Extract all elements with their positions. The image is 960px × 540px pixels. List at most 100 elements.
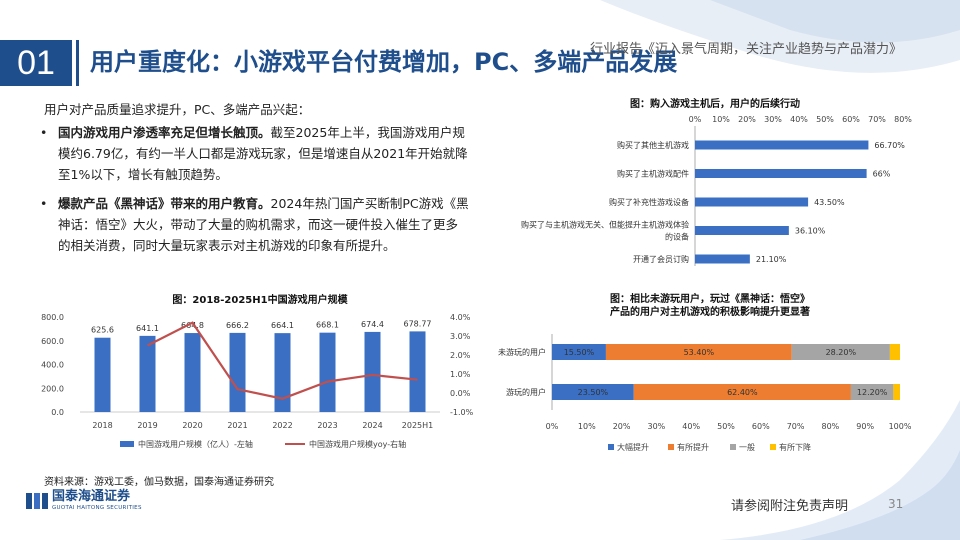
section-divider — [76, 40, 79, 86]
x-tick-label: 0% — [546, 422, 559, 431]
legend-swatch — [730, 444, 736, 450]
x-tick-label: 0% — [689, 115, 702, 124]
bullet-marker: • — [40, 125, 48, 140]
disclaimer-link[interactable]: 请参阅附注免责声明 — [731, 499, 849, 514]
data-label: 28.20% — [826, 348, 857, 357]
chart-title-line: 产品的用户对主机游戏的积极影响提升更显著 — [610, 307, 810, 318]
x-tick-label: 80% — [894, 115, 912, 124]
x-tick-label: 2019 — [137, 421, 157, 430]
y-left-tick-label: 800.0 — [41, 313, 64, 322]
bar — [274, 333, 291, 412]
page-number: 31 — [888, 497, 904, 511]
x-tick-label: 20% — [613, 422, 631, 431]
x-tick-label: 40% — [682, 422, 700, 431]
y-right-tick-label: 0.0% — [450, 389, 471, 398]
category-label: 未游玩的用户 — [498, 347, 546, 357]
data-label: 674.4 — [361, 320, 384, 329]
data-label: 36.10% — [795, 227, 826, 236]
x-tick-label: 70% — [787, 422, 805, 431]
x-tick-label: 60% — [752, 422, 770, 431]
data-label: 66.70% — [874, 141, 905, 150]
console-actions-chart: 0% 10% 20% 30% 40% 50% 60% 70% 80% 66.70% 购买了其他主机游… — [521, 115, 912, 266]
bar — [319, 332, 336, 412]
source-note: 资料来源：游戏工委，伽马数据，国泰海通证券研究 — [44, 477, 274, 488]
report-banner: 行业报告《迈入景气周期，关注产业趋势与产品潜力》 — [590, 42, 903, 57]
x-tick-label: 30% — [648, 422, 666, 431]
black-myth-impact-chart: 未游玩的用户 15.50% 53.40% 28.20% 游玩的用户 23.50% 62.40… — [498, 334, 912, 452]
bar — [94, 337, 111, 412]
chart-title-console-actions: 图：购入游戏主机后，用户的后续行动 — [630, 99, 800, 110]
y-left-tick-label: 200.0 — [41, 384, 64, 393]
legend-swatch — [770, 444, 776, 450]
legend-label: 一般 — [739, 442, 755, 452]
y-right-tick-label: 1.0% — [450, 370, 471, 379]
bullet-heading: 国内游戏用户渗透率充足但增长触顶。 — [58, 125, 271, 140]
data-label: 43.50% — [814, 198, 845, 207]
bar — [229, 332, 246, 412]
chart-title-line: 图：相比未游玩用户，玩过《黑神话：悟空》 — [610, 294, 810, 305]
bullet-item: • 国内游戏用户渗透率充足但增长触顶。截至2025年上半，我国游戏用户规模约6.… — [40, 122, 470, 185]
intro-text: 用户对产品质量追求提升，PC、多端产品兴起： — [44, 102, 311, 117]
data-label: 678.77 — [404, 319, 432, 328]
bar-segment — [552, 344, 606, 360]
x-tick-label: 90% — [856, 422, 874, 431]
x-tick-label: 2024 — [362, 421, 382, 430]
legend-swatch — [668, 444, 674, 450]
data-label: 21.10% — [756, 255, 787, 264]
x-tick-label: 2025H1 — [402, 421, 433, 430]
x-tick-label: 10% — [712, 115, 730, 124]
bar — [695, 197, 809, 207]
bar-segment — [850, 384, 894, 400]
bar — [695, 140, 869, 150]
legend-swatch — [120, 441, 134, 447]
y-right-tick-label: 3.0% — [450, 332, 471, 341]
bar — [695, 169, 867, 178]
y-right-tick-label: 2.0% — [450, 351, 471, 360]
x-tick-label: 30% — [764, 115, 782, 124]
bullet-text: 2024年热门国产买断制PC游戏《黑神话：悟空》大火，带动了大量的购机需求，而这… — [58, 196, 469, 253]
x-tick-label: 50% — [717, 422, 735, 431]
x-tick-label: 20% — [738, 115, 756, 124]
legend-label: 有所下降 — [779, 442, 811, 452]
bar — [364, 331, 381, 412]
bar-segment — [791, 344, 890, 360]
legend-label: 中国游戏用户规模yoy-右轴 — [309, 439, 406, 449]
y-left-tick-label: 0.0 — [51, 408, 64, 417]
x-tick-label: 2021 — [227, 421, 247, 430]
y-left-tick-label: 400.0 — [41, 361, 64, 370]
x-tick-label: 2023 — [317, 421, 337, 430]
category-label: 的设备 — [665, 232, 689, 242]
logo-name-cn: 国泰海通证券 — [52, 489, 131, 504]
x-tick-label: 2020 — [182, 421, 202, 430]
category-label: 开通了会员订购 — [633, 254, 689, 264]
category-label: 游玩的用户 — [506, 387, 546, 397]
data-label: 625.6 — [91, 326, 114, 335]
bar — [695, 226, 789, 235]
bar — [409, 331, 426, 412]
bar — [184, 333, 201, 412]
x-tick-label: 70% — [868, 115, 886, 124]
chart-title-black-myth: 图：相比未游玩用户，玩过《黑神话：悟空》 产品的用户对主机游戏的积极影响提升更显… — [560, 293, 860, 319]
data-label: 668.1 — [316, 321, 339, 330]
logo-icon — [26, 493, 48, 509]
x-tick-label: 100% — [889, 422, 912, 431]
bullet-marker: • — [40, 196, 48, 211]
data-label: 66% — [873, 170, 891, 179]
legend-label: 中国游戏用户规模（亿人）-左轴 — [138, 439, 253, 449]
x-tick-label: 40% — [790, 115, 808, 124]
yoy-line — [147, 321, 418, 400]
x-tick-label: 10% — [578, 422, 596, 431]
legend-label: 有所提升 — [677, 442, 709, 452]
category-label: 购买了补充性游戏设备 — [609, 197, 689, 207]
data-label: 664.1 — [271, 321, 294, 330]
category-label: 购买了主机游戏配件 — [617, 169, 689, 179]
bar-segment — [633, 384, 851, 400]
x-tick-label: 60% — [842, 115, 860, 124]
data-label: 666.2 — [226, 321, 249, 330]
company-logo: 国泰海通证券 GUOTAI HAITONG SECURITIES — [26, 490, 142, 512]
y-left-tick-label: 600.0 — [41, 337, 64, 346]
bullet-text: 截至2025年上半，我国游戏用户规模约6.79亿，有约一半人口都是游戏玩家，但是… — [58, 125, 468, 182]
data-label: 53.40% — [684, 348, 715, 357]
bar — [695, 254, 750, 264]
data-label: 12.20% — [857, 388, 888, 397]
